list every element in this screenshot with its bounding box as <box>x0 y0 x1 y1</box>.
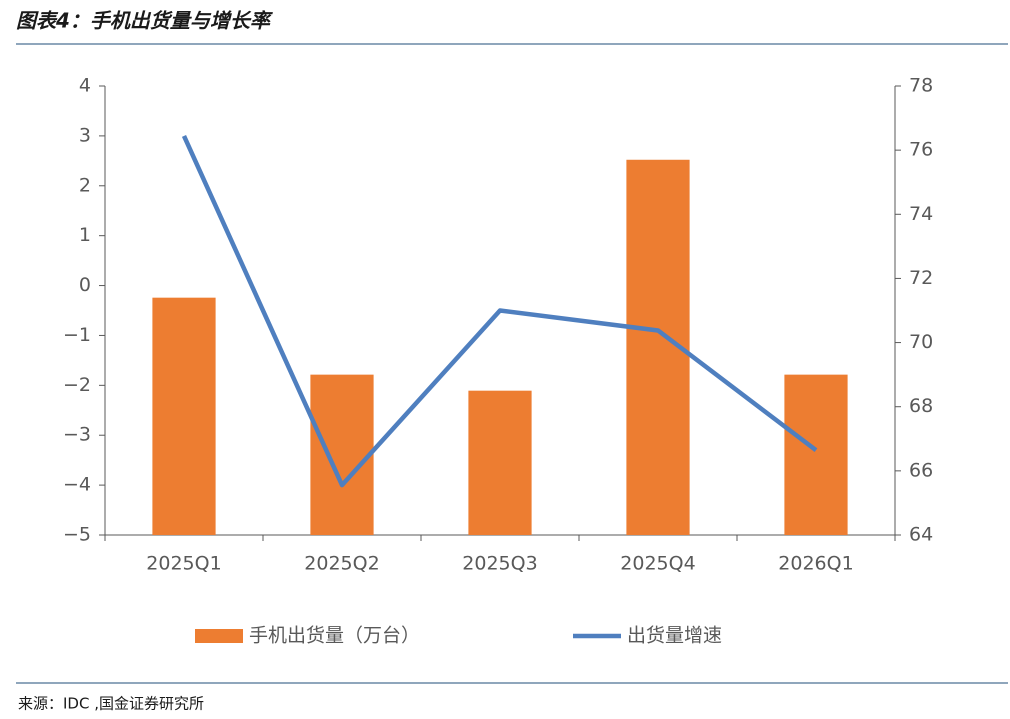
source-note: 来源：IDC ,国金证券研究所 <box>18 695 204 713</box>
y-tick-label: −5 <box>63 524 91 546</box>
y-tick-label: −2 <box>63 374 91 396</box>
bar <box>310 374 374 535</box>
y-tick-label: 2 <box>79 174 91 196</box>
x-tick-label: 2025Q1 <box>146 553 221 575</box>
y2-tick-label: 78 <box>909 75 933 97</box>
y-tick-label: 4 <box>79 75 91 97</box>
y2-tick-label: 66 <box>909 459 933 481</box>
legend-label: 出货量增速 <box>627 625 722 647</box>
y-tick-label: −4 <box>63 474 91 496</box>
y-tick-label: −1 <box>63 324 91 346</box>
y2-tick-label: 76 <box>909 139 933 161</box>
y-tick-label: 0 <box>79 274 91 296</box>
y-tick-label: 3 <box>79 124 91 146</box>
chart-title: 图表4：手机出货量与增长率 <box>16 9 274 33</box>
y-tick-label: −3 <box>63 424 91 446</box>
bar <box>468 390 532 535</box>
y2-tick-label: 72 <box>909 267 933 289</box>
y2-tick-label: 68 <box>909 395 933 417</box>
bar <box>152 297 216 535</box>
line <box>181 134 818 488</box>
y2-tick-label: 64 <box>909 524 933 546</box>
y2-tick-label: 74 <box>909 203 933 225</box>
legend-label: 手机出货量（万台） <box>249 625 420 647</box>
x-tick-label: 2026Q1 <box>778 553 853 575</box>
y2-tick-label: 70 <box>909 331 933 353</box>
legend-swatch <box>195 629 243 643</box>
x-tick-label: 2025Q3 <box>462 553 537 575</box>
bar <box>784 374 848 535</box>
y-tick-label: 1 <box>79 224 91 246</box>
x-tick-label: 2025Q2 <box>304 553 379 575</box>
x-tick-label: 2025Q4 <box>620 553 695 575</box>
